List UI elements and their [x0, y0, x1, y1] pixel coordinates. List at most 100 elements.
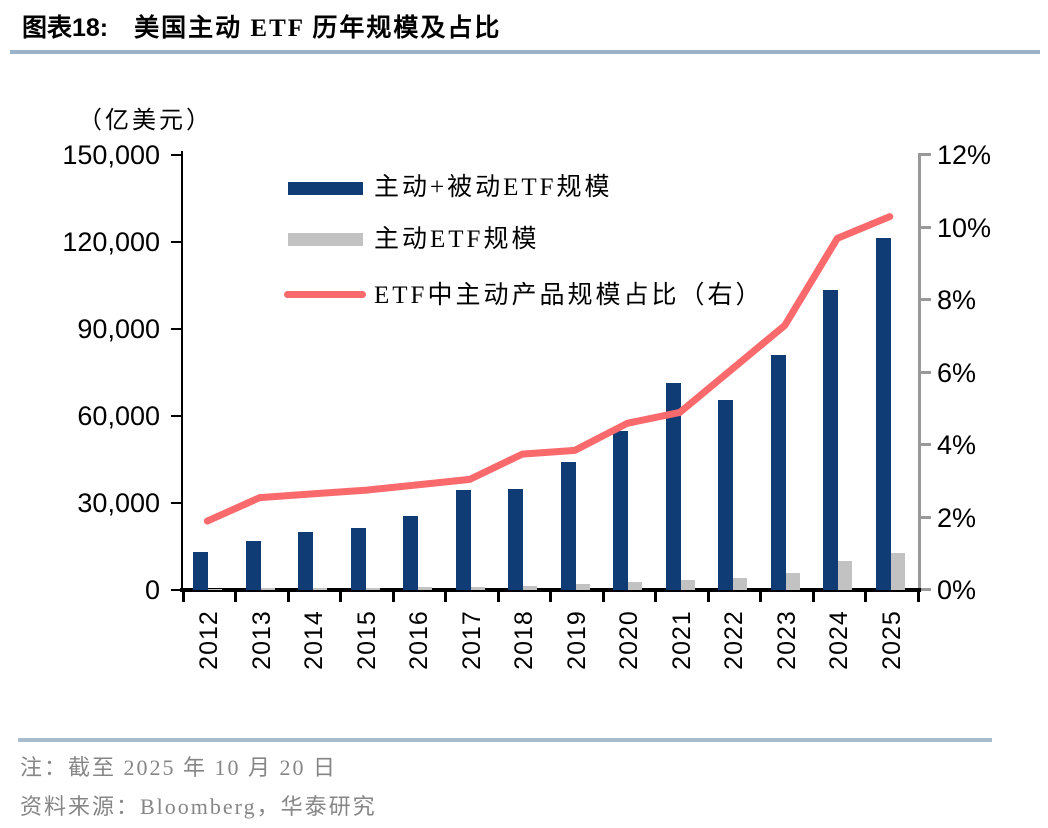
x-axis-label: 2012 — [195, 610, 224, 670]
x-axis-tick — [496, 592, 500, 602]
active-etf-bar — [785, 572, 800, 590]
total-etf-bar — [298, 532, 314, 590]
active-etf-bar — [418, 587, 433, 590]
x-axis-tick — [916, 592, 920, 602]
left-axis-tick — [171, 241, 183, 243]
total-etf-bar — [560, 462, 576, 590]
left-axis-tick-label: 150,000 — [62, 140, 160, 170]
total-etf-bar — [718, 400, 734, 590]
active-etf-bar — [733, 578, 748, 590]
legend-label-ratio: ETF中主动产品规模占比（右） — [374, 282, 764, 309]
right-axis-tick-label: 6% — [937, 357, 977, 388]
right-axis-tick-label: 12% — [937, 140, 992, 170]
right-axis-tick — [921, 225, 931, 229]
x-axis-label: 2023 — [772, 610, 801, 670]
active-etf-bar — [838, 561, 853, 590]
total-etf-bar — [350, 527, 366, 590]
x-axis-tick — [339, 592, 342, 602]
x-axis-label: 2015 — [352, 610, 381, 670]
x-axis-tick — [234, 592, 237, 602]
left-axis-unit: （亿美元） — [78, 108, 213, 134]
active-etf-bar — [208, 588, 223, 590]
total-etf-bar — [823, 289, 839, 590]
x-axis-tick — [811, 592, 815, 602]
legend-label-active: 主动ETF规模 — [374, 226, 540, 253]
x-axis-tick — [181, 592, 185, 602]
x-axis-tick — [444, 592, 447, 602]
figure-label: 图表18: — [22, 14, 109, 42]
left-axis-tick-label: 120,000 — [62, 227, 160, 257]
x-axis-tick — [286, 592, 290, 602]
x-axis-label: 2020 — [615, 610, 644, 670]
x-axis-label: 2014 — [300, 610, 329, 670]
active-etf-bar — [628, 582, 643, 590]
total-etf-bar — [613, 430, 629, 590]
active-etf-bar — [680, 579, 695, 590]
total-etf-bar — [665, 382, 681, 590]
ratio-line — [203, 213, 894, 525]
legend-label-total: 主动+被动ETF规模 — [374, 174, 613, 201]
total-etf-bar — [508, 488, 524, 590]
right-axis-tick-label: 4% — [937, 430, 977, 460]
right-axis-tick-label: 0% — [937, 575, 977, 605]
active-etf-bar — [313, 587, 328, 590]
left-axis-line — [181, 151, 183, 592]
x-axis-tick — [759, 592, 762, 602]
figure-header: 图表18: 美国主动 ETF 历年规模及占比 — [22, 8, 501, 44]
legend-swatch-active — [288, 233, 363, 246]
x-axis-tick — [391, 592, 395, 602]
chart-source: 资料来源：Bloomberg，华泰研究 — [20, 794, 377, 819]
x-axis-label: 2016 — [405, 610, 434, 670]
right-axis-tick — [921, 370, 931, 374]
left-axis-tick — [171, 589, 183, 591]
x-axis-tick — [549, 592, 552, 602]
left-axis-tick-label: 30,000 — [77, 488, 160, 518]
x-axis-tick — [864, 592, 867, 602]
legend-swatch-ratio — [284, 291, 366, 298]
right-axis-tick — [921, 515, 931, 519]
active-etf-bar — [890, 553, 905, 590]
x-axis-label: 2017 — [457, 610, 486, 670]
left-axis-tick — [171, 502, 183, 504]
right-axis-tick — [921, 298, 931, 301]
left-axis-tick-label: 90,000 — [77, 314, 160, 344]
title-divider — [10, 50, 1040, 54]
figure-title: 美国主动 ETF 历年规模及占比 — [134, 15, 502, 42]
x-axis-label: 2025 — [877, 610, 906, 670]
x-axis-tick — [706, 592, 710, 602]
right-axis-tick — [921, 588, 931, 591]
right-axis-tick-label: 8% — [937, 285, 977, 315]
total-etf-bar — [403, 516, 419, 590]
x-axis-label: 2021 — [667, 610, 696, 670]
total-etf-bar — [455, 489, 471, 590]
right-axis-tick — [921, 443, 931, 446]
left-axis-tick-label: 0 — [144, 575, 160, 605]
total-etf-bar — [875, 237, 891, 590]
x-axis-label: 2022 — [720, 610, 749, 670]
right-axis-line — [918, 153, 921, 592]
active-etf-bar — [365, 587, 380, 590]
legend-swatch-total — [288, 182, 363, 195]
active-etf-bar — [470, 586, 485, 590]
left-axis-tick-label: 60,000 — [77, 401, 160, 431]
x-axis-label: 2018 — [510, 610, 539, 670]
right-axis-tick — [921, 153, 931, 156]
right-axis-tick-label: 10% — [937, 212, 992, 243]
x-axis-label: 2019 — [562, 610, 591, 670]
active-etf-bar — [260, 588, 275, 590]
active-etf-bar — [575, 584, 590, 590]
x-axis-tick — [654, 592, 657, 602]
left-axis-tick — [171, 154, 183, 156]
x-axis-label: 2013 — [247, 610, 276, 670]
left-axis-tick — [171, 415, 183, 417]
total-etf-bar — [770, 355, 786, 590]
left-axis-tick — [171, 328, 183, 330]
x-axis-tick — [601, 592, 605, 602]
total-etf-bar — [193, 552, 209, 590]
bottom-axis-line — [180, 588, 921, 592]
chart-note: 注：截至 2025 年 10 月 20 日 — [20, 755, 338, 780]
active-etf-bar — [523, 585, 538, 590]
right-axis-tick-label: 2% — [937, 502, 977, 533]
footer-divider — [18, 738, 992, 742]
